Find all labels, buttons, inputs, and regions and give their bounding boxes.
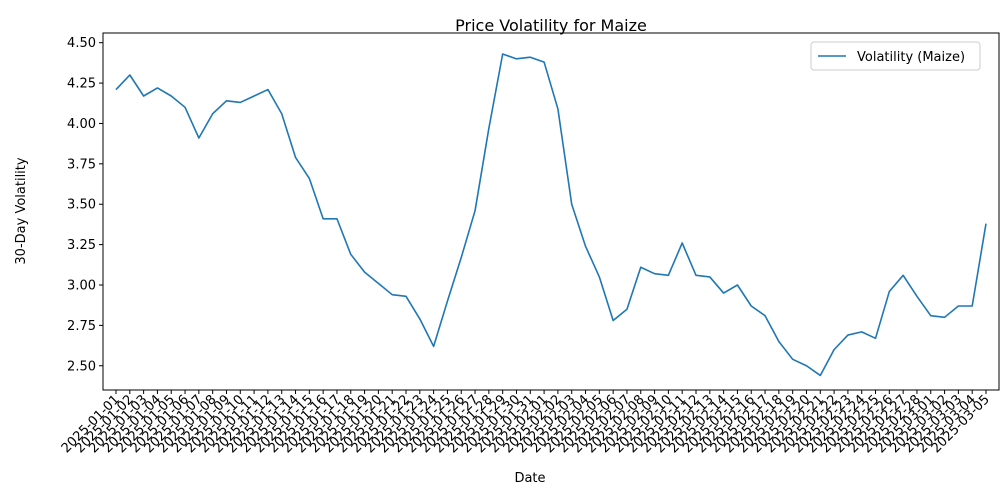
y-tick-label: 3.25 xyxy=(67,238,96,253)
legend-box xyxy=(810,41,981,71)
legend: Volatility (Maize) xyxy=(810,41,981,71)
series-layer xyxy=(115,53,987,377)
y-tick-label: 3.75 xyxy=(67,157,96,172)
y-axis: 2.50 2.75 3.00 3.25 3.50 3.75 4.00 4.25 4.50 xyxy=(67,36,103,374)
y-tick-label: 4.25 xyxy=(67,77,96,92)
x-axis-title: Date xyxy=(514,471,545,486)
y-tick-label: 2.75 xyxy=(67,319,96,334)
legend-label: Volatility (Maize) xyxy=(857,50,965,65)
plot-frame xyxy=(102,32,1000,391)
y-axis-title: 30-Day Volatility xyxy=(14,157,29,264)
x-axis: 2025-01-012025-01-022025-01-032025-01-04… xyxy=(59,390,993,456)
y-tick-label: 3.00 xyxy=(67,279,96,294)
chart-title: Price Volatility for Maize xyxy=(455,16,647,35)
y-tick-label: 2.50 xyxy=(67,359,96,374)
y-tick-label: 4.00 xyxy=(67,117,96,132)
y-tick-label: 4.50 xyxy=(67,36,96,51)
series-line xyxy=(115,53,987,377)
y-tick-label: 3.50 xyxy=(67,198,96,213)
